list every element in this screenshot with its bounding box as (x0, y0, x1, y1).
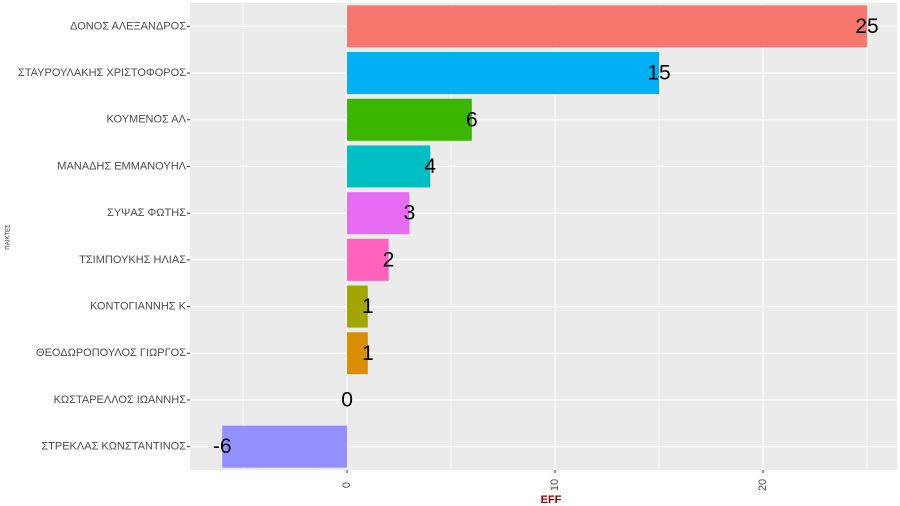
bar (347, 192, 410, 235)
y-tick-label: ΣΤΑΥΡΟΥΛΑΚΗΣ ΧΡΙΣΤΟΦΟΡΟΣ (18, 67, 186, 79)
y-tick-label: ΚΩΣΤΑΡΕΛΛΟΣ ΙΩΑΝΝΗΣ (54, 394, 187, 406)
y-tick-label: ΣΤΡΕΚΛΑΣ ΚΩΝΣΤΑΝΤΙΝΟΣ (41, 441, 186, 453)
x-tick-label: 20 (757, 479, 769, 491)
bar (222, 425, 348, 468)
y-tick-label: ΜΑΝΑΔΗΣ ΕΜΜΑΝΟΥΗΛ (57, 160, 186, 172)
value-label: 0 (341, 388, 353, 411)
value-label: 6 (466, 108, 478, 131)
value-label: 1 (362, 295, 374, 318)
value-label: 2 (383, 248, 395, 271)
y-tick-label: ΚΟΝΤΟΓΙΑΝΝΗΣ Κ (90, 300, 187, 312)
bar (347, 52, 660, 95)
x-axis-title: EFF (541, 494, 562, 506)
x-tick-label: 0 (341, 482, 353, 488)
value-label: 4 (424, 155, 436, 178)
bar (347, 5, 868, 48)
value-label: 3 (404, 202, 416, 225)
bar (347, 285, 368, 328)
value-label: 25 (855, 15, 878, 38)
value-label: 15 (647, 62, 670, 85)
value-label: -6 (213, 435, 232, 458)
bar (347, 98, 472, 141)
value-label: 1 (362, 342, 374, 365)
bar (347, 145, 431, 188)
bar (347, 238, 389, 281)
bar (347, 332, 368, 375)
y-tick-label: ΣΥΨΑΣ ΦΩΤΗΣ (107, 207, 186, 219)
x-tick-label: 10 (549, 479, 561, 491)
y-tick-label: ΘΕΟΔΩΡΟΠΟΥΛΟΣ ΓΙΩΡΓΟΣ (36, 347, 186, 359)
y-tick-label: ΚΟΥΜΕΝΟΣ ΑΛ (107, 114, 187, 126)
y-axis-title: ΠΑΙΚΤΕΣ (6, 224, 12, 250)
y-tick-label: ΔΟΝΟΣ ΑΛΕΞΑΝΔΡΟΣ (70, 20, 186, 32)
y-tick-label: ΤΣΙΜΠΟΥΚΗΣ ΗΛΙΑΣ (79, 254, 186, 266)
